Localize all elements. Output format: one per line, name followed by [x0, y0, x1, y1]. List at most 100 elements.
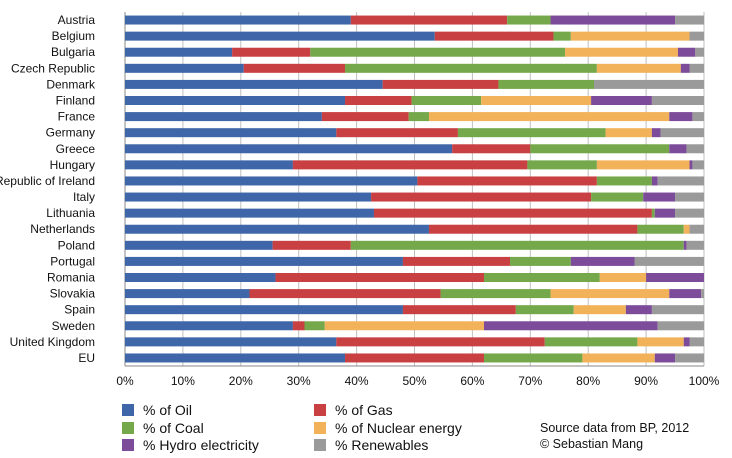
x-tick-label: 0% — [116, 374, 134, 388]
bar-segment — [336, 128, 458, 138]
bar-segment — [498, 79, 594, 89]
bar-segment — [634, 256, 704, 266]
legend-label-hydro: % Hydro electricity — [143, 437, 259, 453]
bar-segment — [243, 63, 346, 73]
bar-segment — [651, 128, 661, 138]
bar-segment — [651, 96, 704, 105]
x-tick-label: 100% — [689, 374, 720, 388]
bar-segment — [125, 353, 346, 363]
category-label: Denmark — [46, 77, 96, 91]
bar-segment — [651, 305, 704, 315]
bar-segment — [125, 31, 435, 41]
bar-segment — [677, 47, 696, 57]
bar-segment — [125, 47, 233, 57]
category-label: United Kingdom — [10, 335, 95, 349]
bar-segment — [646, 273, 704, 282]
bar-segment — [125, 112, 322, 122]
bar-segment — [637, 224, 684, 234]
category-label: Poland — [58, 238, 95, 252]
category-label: Czech Republic — [11, 61, 95, 75]
x-tick-label: 70% — [518, 374, 542, 388]
category-label: Bulgaria — [51, 45, 95, 59]
bar-segment — [570, 256, 635, 266]
bar-segment — [675, 15, 704, 25]
bar-segment — [324, 321, 484, 331]
bar-segment — [582, 353, 655, 363]
category-label: Republic of Ireland — [0, 174, 95, 188]
category-label: Slovakia — [50, 287, 96, 301]
bar-segment — [345, 353, 484, 363]
bar-segment — [544, 337, 638, 347]
legend-item-hydro: % Hydro electricity — [122, 437, 259, 453]
bar-segment — [402, 305, 516, 315]
bar-segment — [510, 256, 571, 266]
bar-segment — [434, 31, 554, 41]
bar-segment — [686, 240, 704, 250]
category-label: Portugal — [50, 254, 95, 268]
bar-segment — [125, 289, 250, 299]
legend-swatch-hydro — [122, 439, 134, 451]
bar-segment — [232, 47, 311, 57]
bar-segment — [675, 353, 704, 363]
bar-segment — [550, 289, 670, 299]
category-label: Finland — [56, 94, 95, 108]
bar-segment — [625, 305, 652, 315]
x-tick-label: 60% — [460, 374, 484, 388]
bar-segment — [660, 128, 704, 138]
category-label: Germany — [46, 126, 95, 140]
bar-segment — [553, 31, 571, 41]
bar-segment — [292, 160, 528, 170]
bar-segment — [669, 289, 702, 299]
bar-segment — [692, 160, 704, 170]
bar-segment — [605, 128, 652, 138]
x-tick-label: 50% — [402, 374, 426, 388]
category-label: Romania — [47, 271, 95, 285]
bar-segment — [304, 321, 325, 331]
bar-segment — [382, 79, 499, 89]
bar-segment — [689, 337, 704, 347]
bar-segment — [657, 176, 704, 186]
bar-segment — [125, 128, 337, 138]
category-label: Lithuania — [46, 206, 95, 220]
category-label: Italy — [73, 190, 95, 204]
bar-segment — [680, 63, 690, 73]
bar-segment — [402, 256, 511, 266]
bar-segment — [125, 63, 244, 73]
source-line: Source data from BP, 2012 — [540, 421, 690, 435]
bar-segment — [125, 208, 374, 218]
legend-item-gas: % of Gas — [314, 402, 393, 418]
bar-segment — [125, 192, 372, 202]
category-label: Greece — [56, 142, 96, 156]
bar-segment — [272, 240, 351, 250]
x-tick-label: 30% — [287, 374, 311, 388]
bar-segment — [675, 192, 704, 202]
bar-segment — [428, 112, 670, 122]
bar-segment — [125, 273, 276, 282]
legend-label-nuclear: % of Nuclear energy — [335, 420, 462, 436]
bar-segment — [483, 321, 658, 331]
legend-label-renewables: % Renewables — [335, 437, 429, 453]
category-label: Austria — [58, 13, 96, 27]
bar-segment — [654, 353, 676, 363]
category-label: Hungary — [50, 158, 95, 172]
bar-segment — [336, 337, 545, 347]
legend-swatch-coal — [122, 422, 134, 434]
bar-segment — [483, 273, 600, 282]
bar-segment — [573, 305, 626, 315]
bar-segment — [596, 176, 652, 186]
x-tick-labels: 0% 10% 20% 30% 40% 50% 60% 70% 80% 90% 100% — [116, 374, 719, 388]
x-tick-label: 40% — [345, 374, 369, 388]
bar-segment — [408, 112, 429, 122]
bar-segment — [701, 289, 704, 299]
category-label: Netherlands — [30, 222, 95, 236]
bar-segment — [692, 112, 704, 122]
bar-segment — [593, 79, 704, 89]
bar-segment — [481, 96, 592, 105]
bar-segment — [683, 240, 687, 250]
bar-segment — [599, 273, 647, 282]
bar-segment — [417, 176, 597, 186]
x-tick-label: 10% — [171, 374, 195, 388]
bar-segment — [292, 321, 305, 331]
bar-segment — [350, 15, 508, 25]
bar-segment — [125, 79, 383, 89]
